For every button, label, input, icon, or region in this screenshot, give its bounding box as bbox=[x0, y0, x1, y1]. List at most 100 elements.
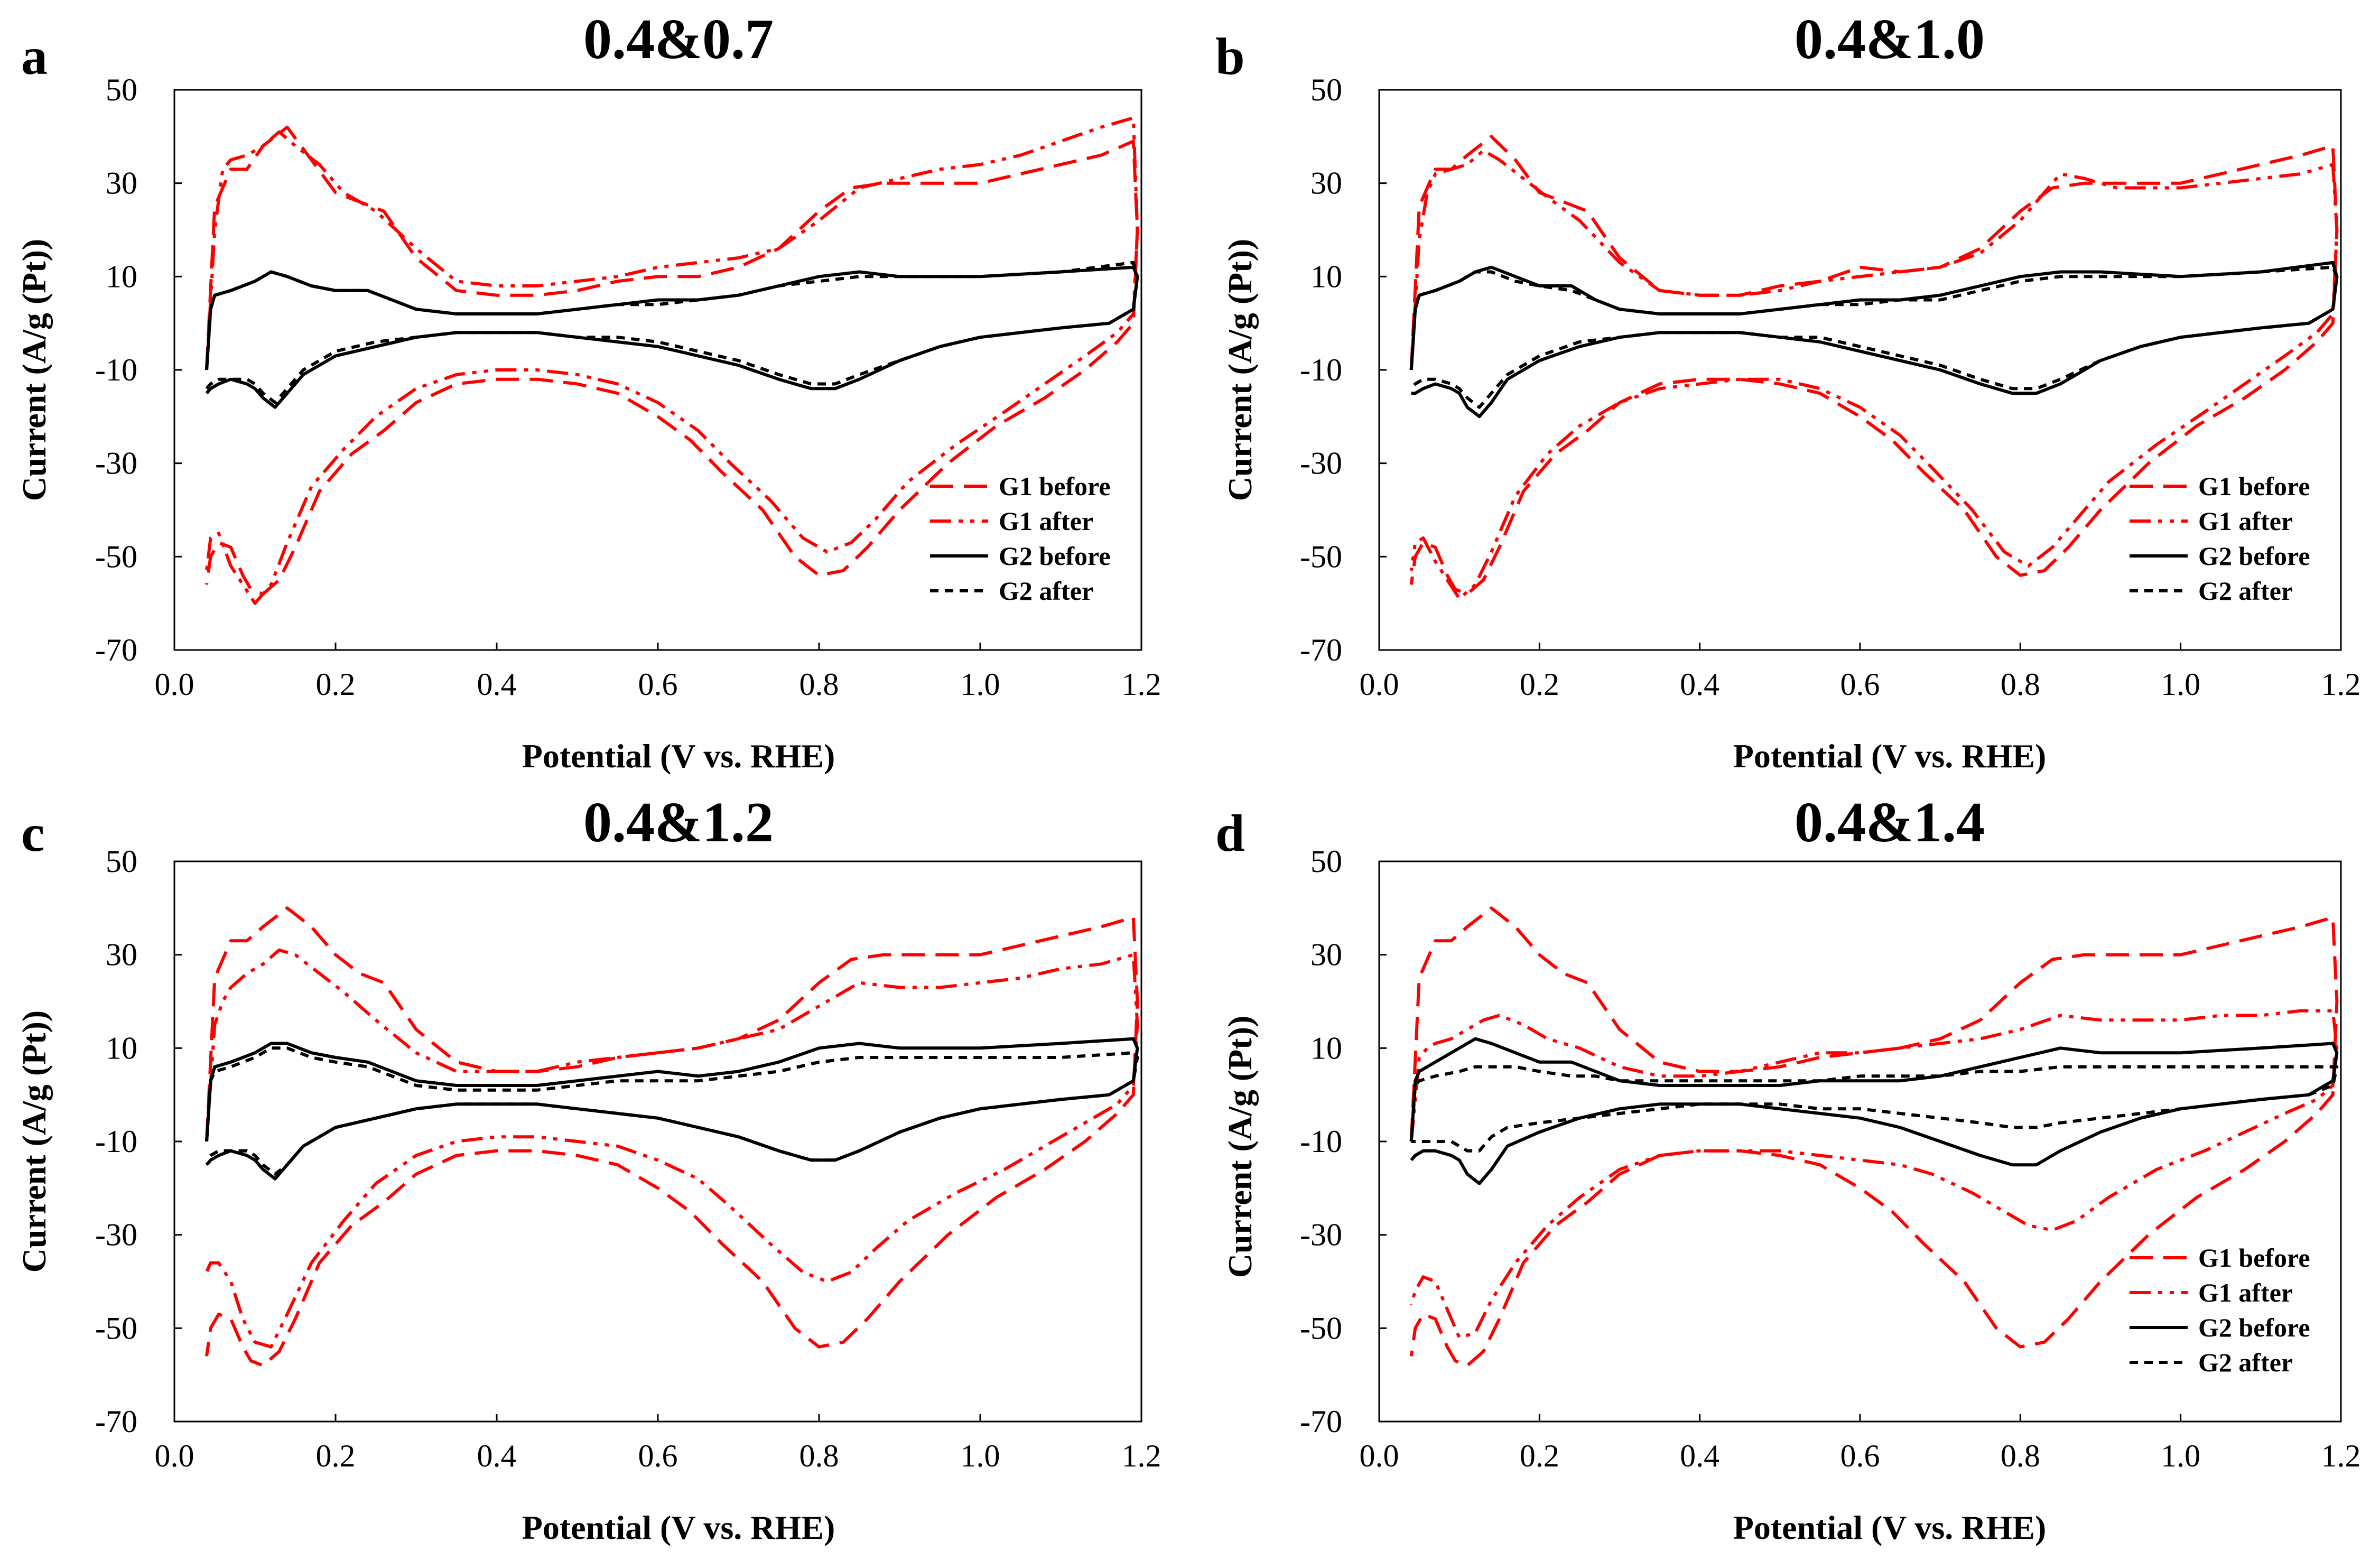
x-tick-label: 0.0 bbox=[155, 1438, 194, 1473]
y-tick-label: 10 bbox=[1310, 1030, 1342, 1065]
plot-frame bbox=[173, 89, 1142, 651]
series-line-g1-after bbox=[205, 116, 1139, 605]
y-tick-label: 50 bbox=[106, 72, 137, 107]
x-tick-label: 0.0 bbox=[1360, 1438, 1399, 1473]
y-tick-label: -10 bbox=[95, 1124, 137, 1159]
y-axis-label: Current (A/g (Pt)) bbox=[1221, 1016, 1259, 1278]
series-line-g1-before bbox=[205, 125, 1139, 596]
y-tick-label: 10 bbox=[1310, 259, 1342, 294]
legend-label: G1 before bbox=[999, 471, 1111, 501]
x-tick-label: 0.4 bbox=[1680, 667, 1719, 702]
legend: G1 before G1 after G2 before G2 after bbox=[930, 471, 1111, 606]
y-tick-label: -70 bbox=[1300, 633, 1342, 667]
y-tick-label: 30 bbox=[106, 166, 137, 201]
x-tick-label: 0.8 bbox=[2001, 1438, 2040, 1473]
series-line-g2-after bbox=[1409, 1065, 2339, 1153]
legend-label: G2 after bbox=[999, 576, 1093, 606]
series-line-g1-before bbox=[1409, 906, 2339, 1367]
chart-title: 0.4&1.4 bbox=[1795, 791, 1985, 854]
x-tick-label: 1.0 bbox=[2161, 667, 2200, 702]
plot-area: 0.0 0.2 0.4 0.6 0.8 1.0 1.2 50 30 10 -10 -30 -50 -70 G… bbox=[95, 72, 1161, 702]
x-tick-label: 1.2 bbox=[1122, 667, 1161, 702]
plot-area: 0.0 0.2 0.4 0.6 0.8 1.0 1.2 50 30 10 -10 -30 -50 -70 bbox=[95, 844, 1161, 1473]
x-tick-label: 0.8 bbox=[799, 667, 839, 702]
x-tick-label: 0.2 bbox=[316, 667, 356, 702]
y-axis-label: Current (A/g (Pt)) bbox=[15, 1010, 53, 1273]
plot-frame bbox=[1378, 860, 2342, 1423]
x-tick-label: 0.4 bbox=[477, 1438, 517, 1473]
y-tick-label: 30 bbox=[106, 937, 137, 972]
x-tick-label: 0.8 bbox=[2001, 667, 2040, 702]
panel-c: c 0.4&1.2 0.0 0.2 0.4 0.6 0.8 1.0 1.2 50 30 10 -10… bbox=[15, 791, 1161, 1546]
y-tick-label: -10 bbox=[1300, 1124, 1342, 1159]
x-tick-label: 0.2 bbox=[1520, 1438, 1559, 1473]
y-tick-label: -70 bbox=[95, 1404, 137, 1439]
series-line-g2-after bbox=[1409, 265, 2339, 409]
series-line-g1-before bbox=[1409, 135, 2339, 596]
x-tick-label: 1.2 bbox=[1122, 1438, 1161, 1473]
y-tick-label: -10 bbox=[1300, 352, 1342, 387]
x-tick-label: 0.6 bbox=[638, 1438, 678, 1473]
legend: G1 before G1 after G2 before G2 after bbox=[2130, 1243, 2310, 1377]
y-tick-label: -30 bbox=[95, 1218, 137, 1252]
panel-d: d 0.4&1.4 0.0 0.2 0.4 0.6 0.8 1.0 1.2 50 30 10 -10… bbox=[1215, 791, 2361, 1546]
y-tick-label: 50 bbox=[106, 844, 137, 879]
legend-label: G1 before bbox=[2198, 471, 2310, 501]
x-tick-label: 0.0 bbox=[1360, 667, 1399, 702]
x-tick-label: 1.0 bbox=[961, 1438, 1000, 1473]
legend-label: G2 before bbox=[999, 541, 1111, 571]
panel-letter: c bbox=[21, 804, 44, 862]
series-line-g2-before bbox=[1409, 261, 2339, 419]
legend: G1 before G1 after G2 before G2 after bbox=[2130, 471, 2310, 606]
y-tick-label: -50 bbox=[1300, 1311, 1342, 1345]
y-tick-label: -30 bbox=[95, 446, 137, 481]
x-tick-label: 1.2 bbox=[2321, 1438, 2361, 1473]
chart-title: 0.4&1.0 bbox=[1795, 8, 1985, 71]
x-axis-label: Potential (V vs. RHE) bbox=[1733, 737, 2047, 775]
series-line-g1-after bbox=[1409, 148, 2339, 600]
x-tick-label: 0.8 bbox=[799, 1438, 839, 1473]
series-line-g1-after bbox=[205, 948, 1139, 1349]
y-tick-label: 50 bbox=[1310, 844, 1342, 879]
chart-title: 0.4&0.7 bbox=[583, 8, 774, 71]
panel-a: a 0.4&0.7 0.0 0.2 0.4 0.6 0.8 1.0 1.2 50 30 10 -10… bbox=[15, 8, 1161, 775]
x-tick-label: 0.0 bbox=[155, 667, 194, 702]
series-line-g2-after bbox=[205, 261, 1139, 404]
panel-letter: d bbox=[1215, 804, 1245, 862]
y-tick-label: 30 bbox=[1310, 166, 1342, 201]
x-tick-label: 1.2 bbox=[2321, 667, 2361, 702]
series-line-g2-before bbox=[205, 265, 1139, 409]
y-tick-label: -30 bbox=[1300, 1218, 1342, 1252]
y-tick-label: -70 bbox=[1300, 1404, 1342, 1439]
panel-b: b 0.4&1.0 0.0 0.2 0.4 0.6 0.8 1.0 1.2 50 30 10 -10… bbox=[1215, 8, 2361, 775]
x-tick-label: 0.6 bbox=[638, 667, 678, 702]
plot-area: 0.0 0.2 0.4 0.6 0.8 1.0 1.2 50 30 10 -10 -30 -50 -70 G… bbox=[1300, 844, 2360, 1473]
legend-label: G2 after bbox=[2198, 576, 2293, 606]
panel-letter: a bbox=[21, 27, 48, 86]
x-tick-label: 0.2 bbox=[1520, 667, 1559, 702]
y-tick-label: 10 bbox=[106, 1030, 137, 1065]
plot-frame bbox=[173, 860, 1142, 1423]
series-line-g2-before bbox=[205, 1037, 1139, 1181]
legend-label: G1 after bbox=[2198, 506, 2293, 536]
legend-label: G2 before bbox=[2198, 541, 2310, 571]
y-tick-label: 10 bbox=[106, 259, 137, 294]
panel-letter: b bbox=[1215, 27, 1245, 86]
legend-label: G1 after bbox=[999, 506, 1093, 536]
y-tick-label: -30 bbox=[1300, 446, 1342, 481]
x-tick-label: 0.4 bbox=[477, 667, 517, 702]
x-tick-label: 1.0 bbox=[961, 667, 1000, 702]
x-axis-label: Potential (V vs. RHE) bbox=[522, 737, 835, 775]
series-line-g2-after bbox=[205, 1046, 1139, 1176]
x-tick-label: 1.0 bbox=[2161, 1438, 2200, 1473]
y-axis-label: Current (A/g (Pt)) bbox=[1221, 239, 1259, 501]
y-tick-label: -10 bbox=[95, 352, 137, 387]
y-tick-label: 50 bbox=[1310, 72, 1342, 107]
x-tick-label: 0.6 bbox=[1840, 667, 1880, 702]
y-tick-label: -50 bbox=[95, 1311, 137, 1345]
x-axis-label: Potential (V vs. RHE) bbox=[1733, 1509, 2047, 1546]
series-line-g1-after bbox=[1409, 1009, 2339, 1339]
y-tick-label: -70 bbox=[95, 633, 137, 667]
y-tick-label: -50 bbox=[1300, 539, 1342, 574]
